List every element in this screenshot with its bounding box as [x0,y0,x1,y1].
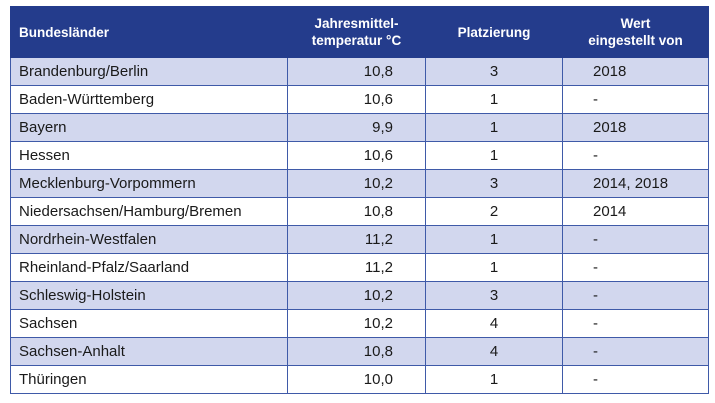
header-temperature: Jahresmittel- temperatur °C [287,6,426,58]
cell-temperature: 10,8 [287,337,426,366]
cell-temperature: 10,6 [287,85,426,114]
cell-temperature: 10,8 [287,57,426,86]
cell-temperature: 11,2 [287,225,426,254]
table-row: Schleswig-Holstein 10,2 3 - [10,281,709,310]
table-header: Bundesländer Jahresmittel- temperatur °C… [10,6,709,58]
header-state: Bundesländer [10,6,288,58]
cell-set-by: 2018 [562,113,709,142]
table-row: Sachsen 10,2 4 - [10,309,709,338]
cell-rank: 3 [425,57,563,86]
cell-rank: 4 [425,337,563,366]
cell-state: Sachsen [10,309,288,338]
table-row: Thüringen 10,0 1 - [10,365,709,394]
cell-rank: 2 [425,197,563,226]
table-row: Bayern 9,9 1 2018 [10,113,709,142]
cell-temperature: 9,9 [287,113,426,142]
table-row: Nordrhein-Westfalen 11,2 1 - [10,225,709,254]
cell-state: Nordrhein-Westfalen [10,225,288,254]
cell-rank: 3 [425,281,563,310]
cell-state: Hessen [10,141,288,170]
cell-set-by: - [562,141,709,170]
cell-set-by: - [562,365,709,394]
header-set-by: Wert eingestellt von [562,6,709,58]
cell-state: Thüringen [10,365,288,394]
header-set-by-line2: eingestellt von [588,33,683,48]
cell-rank: 1 [425,113,563,142]
temperature-table: Bundesländer Jahresmittel- temperatur °C… [10,6,709,394]
cell-set-by: 2014 [562,197,709,226]
cell-state: Brandenburg/Berlin [10,57,288,86]
cell-state: Schleswig-Holstein [10,281,288,310]
table-row: Niedersachsen/Hamburg/Bremen 10,8 2 2014 [10,197,709,226]
cell-temperature: 10,2 [287,281,426,310]
table-row: Baden-Württemberg 10,6 1 - [10,85,709,114]
cell-state: Baden-Württemberg [10,85,288,114]
temperature-table-container: Bundesländer Jahresmittel- temperatur °C… [10,6,709,394]
table-row: Mecklenburg-Vorpommern 10,2 3 2014, 2018 [10,169,709,198]
header-temperature-line2: temperatur °C [311,33,402,48]
cell-temperature: 10,8 [287,197,426,226]
cell-rank: 1 [425,225,563,254]
cell-rank: 1 [425,365,563,394]
cell-state: Bayern [10,113,288,142]
header-rank: Platzierung [425,6,563,58]
cell-set-by: - [562,309,709,338]
cell-set-by: 2014, 2018 [562,169,709,198]
cell-temperature: 10,0 [287,365,426,394]
cell-rank: 1 [425,141,563,170]
cell-set-by: - [562,253,709,282]
cell-set-by: - [562,337,709,366]
cell-temperature: 10,2 [287,169,426,198]
table-row: Rheinland-Pfalz/Saarland 11,2 1 - [10,253,709,282]
cell-set-by: 2018 [562,57,709,86]
table-row: Hessen 10,6 1 - [10,141,709,170]
cell-set-by: - [562,225,709,254]
cell-temperature: 10,6 [287,141,426,170]
cell-temperature: 11,2 [287,253,426,282]
cell-rank: 4 [425,309,563,338]
cell-state: Sachsen-Anhalt [10,337,288,366]
cell-set-by: - [562,281,709,310]
cell-state: Rheinland-Pfalz/Saarland [10,253,288,282]
cell-state: Niedersachsen/Hamburg/Bremen [10,197,288,226]
cell-rank: 1 [425,85,563,114]
cell-state: Mecklenburg-Vorpommern [10,169,288,198]
cell-rank: 3 [425,169,563,198]
table-row: Brandenburg/Berlin 10,8 3 2018 [10,57,709,86]
header-set-by-line1: Wert [620,16,651,31]
header-row: Bundesländer Jahresmittel- temperatur °C… [10,6,709,58]
cell-rank: 1 [425,253,563,282]
header-temperature-line1: Jahresmittel- [314,16,399,31]
table-row: Sachsen-Anhalt 10,8 4 - [10,337,709,366]
table-body: Brandenburg/Berlin 10,8 3 2018 Baden-Wür… [10,57,709,394]
cell-set-by: - [562,85,709,114]
cell-temperature: 10,2 [287,309,426,338]
